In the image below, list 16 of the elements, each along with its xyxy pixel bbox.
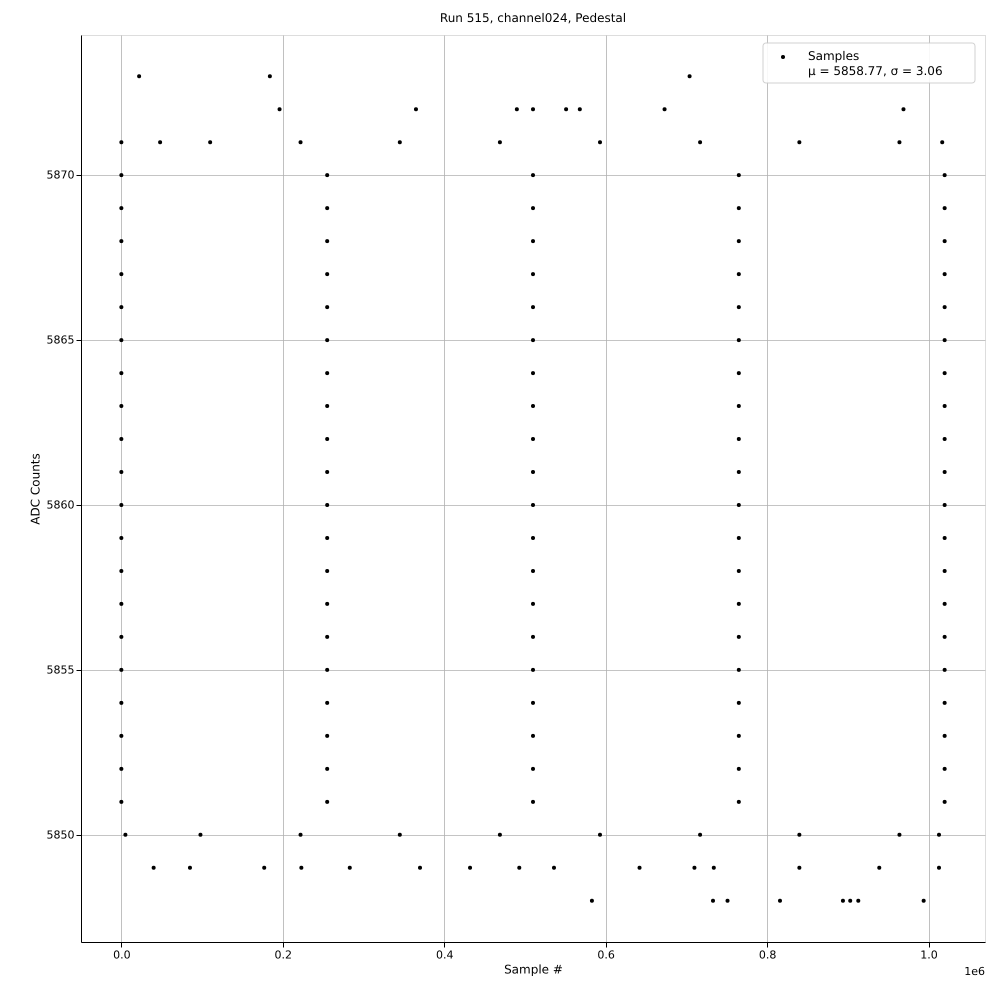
x-tick-label: 1.0	[920, 948, 938, 962]
y-tick-label: 5855	[46, 663, 74, 676]
y-tick-label: 5870	[46, 168, 74, 182]
text: 1e6	[964, 965, 985, 978]
y-tick-label: 5860	[46, 498, 74, 512]
legend-label: Samples μ = 5858.77, σ = 3.06	[808, 49, 943, 78]
y-tick-label: 5850	[46, 828, 74, 842]
y-axis-title: ADC Counts	[28, 453, 43, 525]
y-tick-label: 5865	[46, 334, 74, 347]
x-tick-label: 0.4	[436, 948, 454, 962]
x-tick-label: 0.0	[113, 948, 131, 962]
x-axis-title: Sample #	[504, 962, 563, 976]
chart-title: Run 515, channel024, Pedestal	[440, 11, 626, 25]
x-tick-label: 0.8	[758, 948, 776, 962]
x-tick-label: 0.2	[274, 948, 292, 962]
x-tick-label: 0.6	[597, 948, 615, 962]
